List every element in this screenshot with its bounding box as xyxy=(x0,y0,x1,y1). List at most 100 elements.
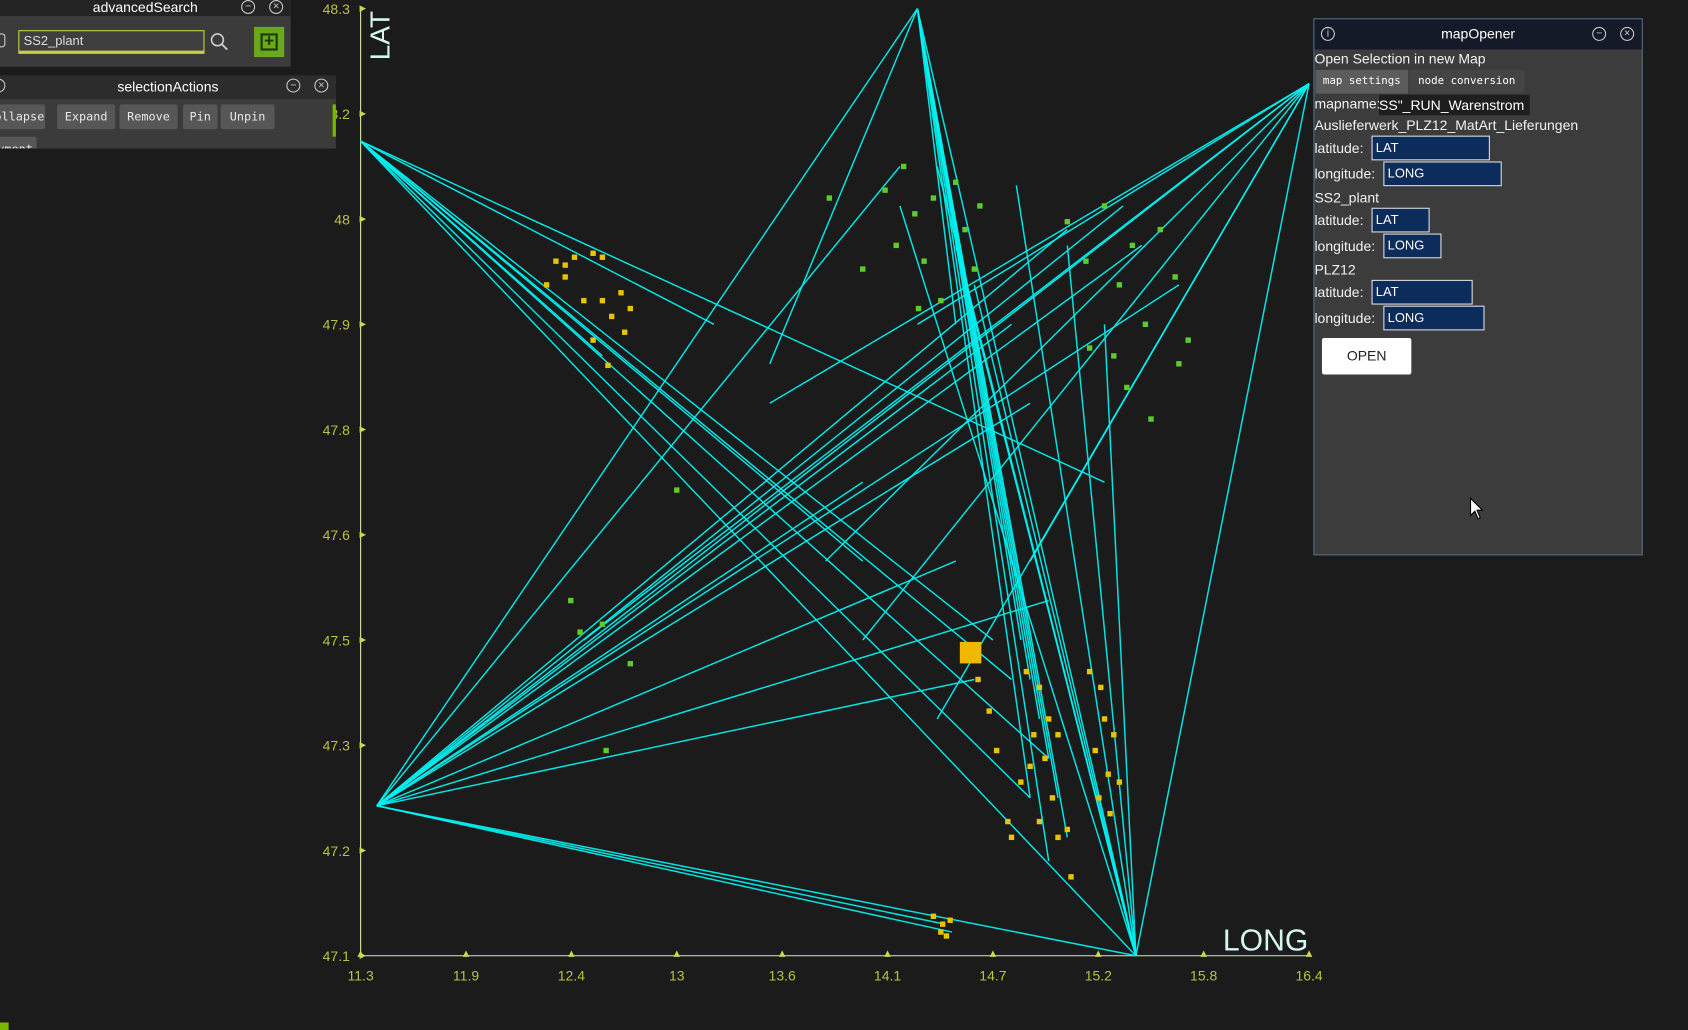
node-point xyxy=(1129,242,1136,249)
node-point xyxy=(553,258,559,264)
node-point xyxy=(581,297,587,304)
latitude-input[interactable]: LAT xyxy=(1371,135,1490,161)
node-point xyxy=(1064,219,1070,225)
edge xyxy=(376,229,1068,807)
edge xyxy=(360,140,1050,759)
node-point xyxy=(1124,384,1130,391)
y-tick-label: 47.9 xyxy=(323,317,350,333)
y-tick-label: 48.3 xyxy=(323,1,350,17)
minimize-button[interactable]: − xyxy=(241,0,256,14)
selection-actions-panel: selectionActions − × i ollapseExpandRemo… xyxy=(0,75,336,149)
node-point xyxy=(962,226,968,233)
node-point xyxy=(1086,345,1093,351)
edge xyxy=(360,140,864,562)
action-button[interactable]: ollapse xyxy=(0,104,46,130)
longitude-input[interactable]: LONG xyxy=(1383,233,1442,259)
node-point xyxy=(1101,716,1108,722)
y-tick xyxy=(359,952,367,959)
mapname-label: mapname: xyxy=(1314,95,1381,112)
group-name: SS2_plant xyxy=(1314,189,1380,206)
node-point xyxy=(599,621,606,627)
node-point xyxy=(1116,779,1123,785)
node-point xyxy=(977,203,983,209)
node-point xyxy=(599,254,606,260)
node-point xyxy=(938,297,944,304)
edge xyxy=(916,8,1031,798)
node-point xyxy=(603,747,609,754)
node-point xyxy=(543,282,550,288)
tab-active[interactable]: map settings xyxy=(1315,69,1409,94)
longitude-label: longitude: xyxy=(1314,309,1376,327)
action-button[interactable]: Pin xyxy=(183,104,218,130)
node-point xyxy=(893,242,899,249)
edge xyxy=(1135,83,1310,956)
node-point xyxy=(599,297,606,304)
node-point xyxy=(1046,716,1052,722)
edge xyxy=(916,8,957,325)
edge xyxy=(376,402,1031,807)
longitude-input[interactable]: LONG xyxy=(1383,161,1502,187)
node-point xyxy=(1172,274,1178,280)
node-point xyxy=(1049,795,1056,801)
search-icon[interactable] xyxy=(209,31,231,53)
add-button[interactable]: + xyxy=(254,26,285,58)
node-point xyxy=(1008,834,1015,841)
tab[interactable]: node conversion xyxy=(1409,69,1525,94)
longitude-input[interactable]: LONG xyxy=(1383,305,1485,331)
edge xyxy=(936,166,1137,956)
node-point xyxy=(1036,818,1043,825)
open-button[interactable]: OPEN xyxy=(1321,337,1412,375)
minimize-button[interactable]: − xyxy=(286,78,301,93)
edge xyxy=(1066,245,1137,956)
latitude-label: latitude: xyxy=(1314,139,1364,157)
x-tick xyxy=(673,950,681,957)
node-point xyxy=(1098,684,1104,691)
y-tick xyxy=(359,110,367,118)
x-tick-label: 16.4 xyxy=(1295,967,1322,983)
edge xyxy=(376,205,1124,807)
node-point xyxy=(930,195,937,201)
close-button[interactable]: × xyxy=(314,78,329,93)
edge xyxy=(360,140,603,357)
y-tick-label: 47.5 xyxy=(323,632,350,648)
edge xyxy=(360,140,715,325)
edge xyxy=(376,805,1137,957)
latitude-label: latitude: xyxy=(1314,212,1364,229)
action-button[interactable]: Expand xyxy=(57,104,116,130)
node-point xyxy=(1176,361,1182,367)
mapname-input[interactable]: SS"_RUN_Warenstrom xyxy=(1379,94,1530,116)
close-button[interactable]: × xyxy=(1620,26,1635,41)
node-point xyxy=(1142,321,1149,328)
node-point xyxy=(1005,818,1011,825)
title-bar: advancedSearch xyxy=(0,0,291,17)
longitude-label: longitude: xyxy=(1314,237,1376,255)
edge xyxy=(917,82,1310,325)
action-button[interactable]: Remove xyxy=(119,104,178,130)
latitude-input[interactable]: LAT xyxy=(1371,207,1430,233)
edge xyxy=(916,8,1069,838)
node-point xyxy=(1116,282,1123,288)
latitude-label: latitude: xyxy=(1314,284,1364,301)
minimize-button[interactable]: − xyxy=(1592,26,1607,41)
node-point xyxy=(577,629,583,635)
edge xyxy=(376,599,1049,807)
node-point xyxy=(674,487,680,493)
close-button[interactable]: × xyxy=(269,0,284,14)
node-point xyxy=(915,305,922,312)
node-point xyxy=(912,211,918,217)
edge xyxy=(376,8,919,807)
node-point xyxy=(568,597,574,604)
x-tick xyxy=(989,950,997,957)
action-button[interactable]: Unpin xyxy=(220,104,275,130)
search-input[interactable]: SS2_plant xyxy=(18,30,205,54)
node-point xyxy=(900,163,907,170)
node-point xyxy=(622,329,628,335)
x-tick-label: 15.8 xyxy=(1190,967,1217,983)
edge xyxy=(1015,185,1137,956)
latitude-input[interactable]: LAT xyxy=(1371,279,1473,305)
node-point xyxy=(1083,258,1089,264)
info-button[interactable]: i xyxy=(1320,26,1335,41)
action-button[interactable]: vment xyxy=(0,136,37,149)
